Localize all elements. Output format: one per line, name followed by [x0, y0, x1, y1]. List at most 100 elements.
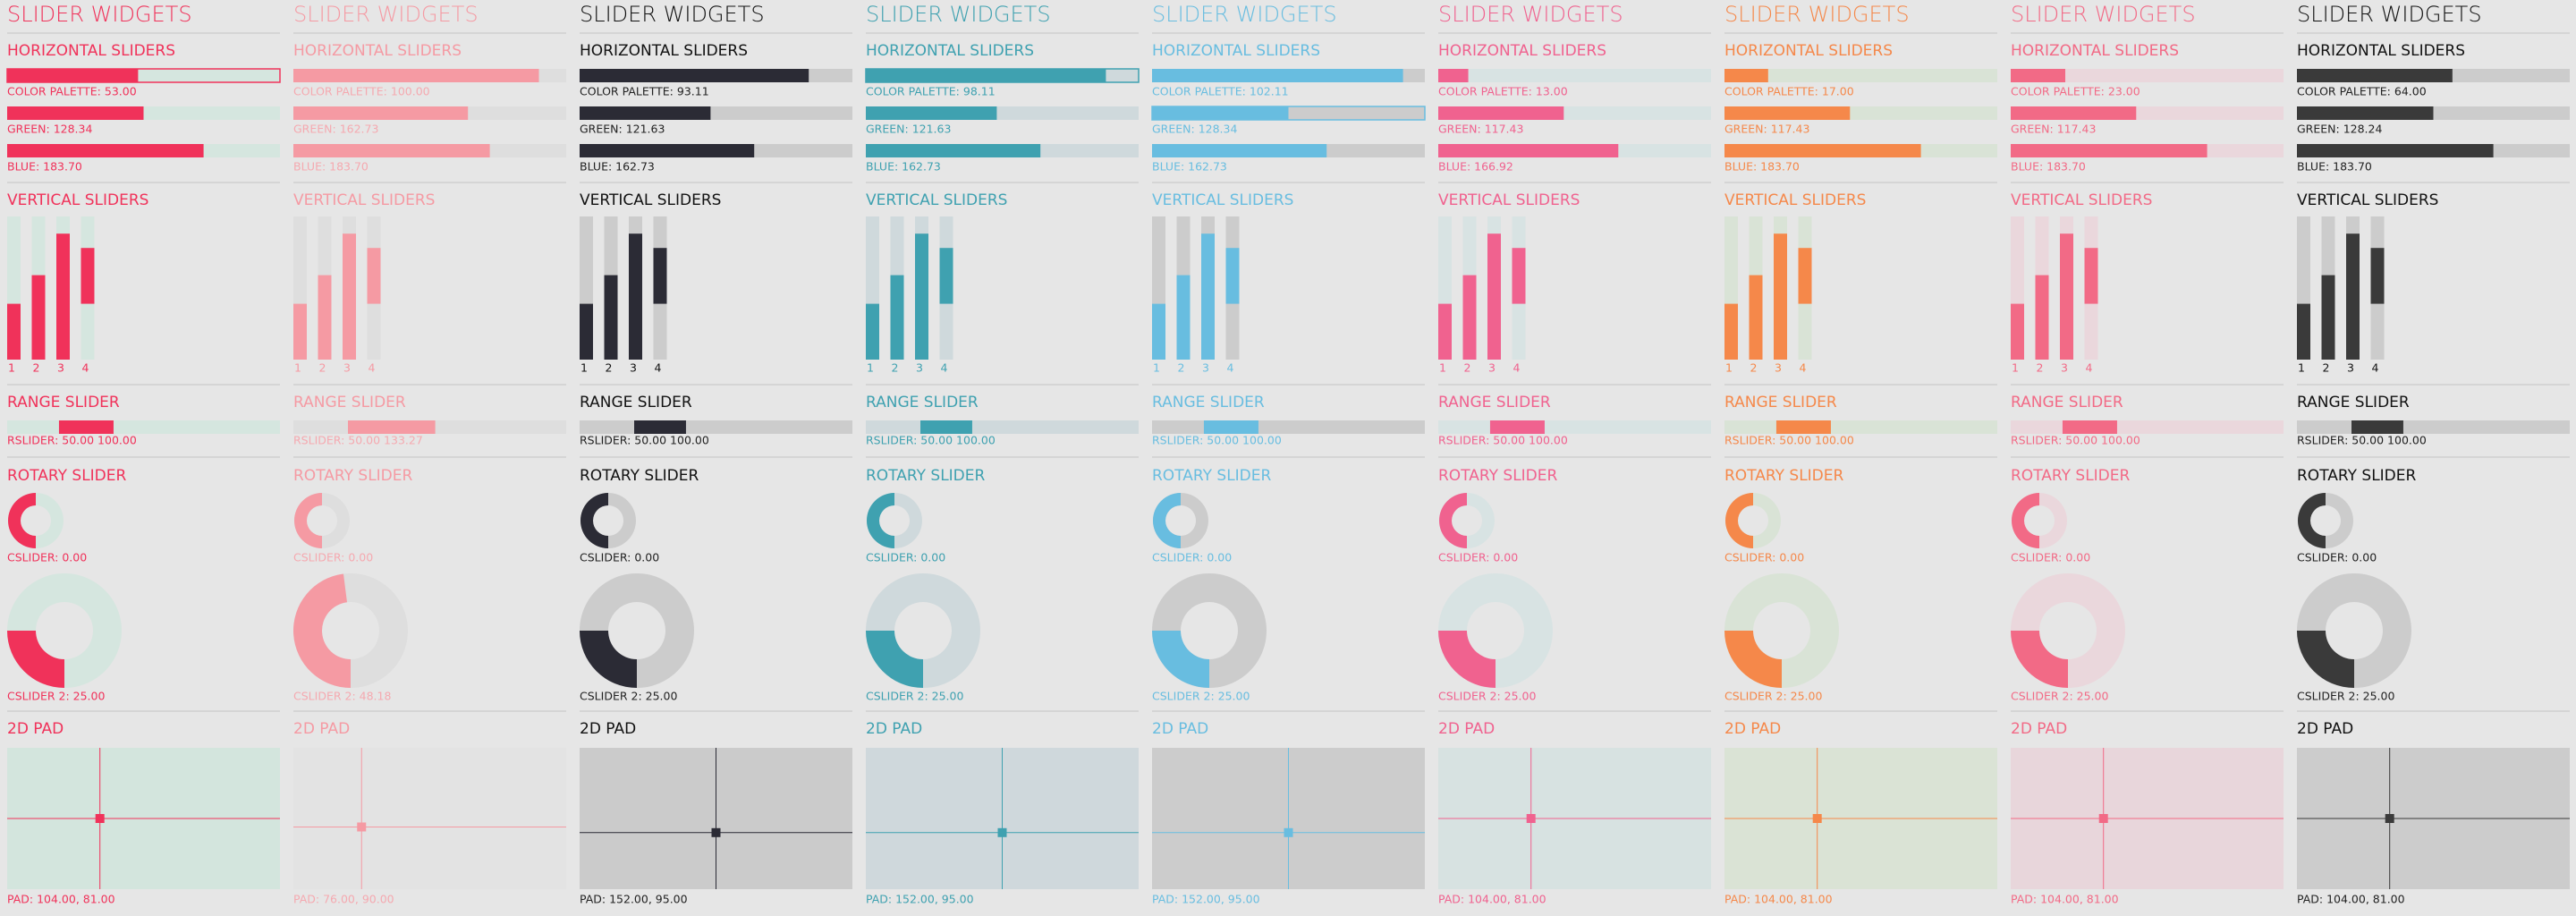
section-heading: 2D PAD	[580, 720, 636, 738]
vslider-fill	[1512, 248, 1526, 304]
pad-handle[interactable]	[1526, 814, 1536, 823]
range-track[interactable]	[1438, 420, 1711, 434]
rotary-fill	[866, 631, 923, 688]
pad-label: PAD: 104.00, 81.00	[2297, 893, 2405, 906]
vslider-label: 4	[2086, 361, 2093, 375]
slider-track[interactable]	[1724, 69, 1997, 82]
pad-handle[interactable]	[997, 827, 1007, 837]
vslider-fill	[1201, 233, 1215, 360]
slider-label: COLOR PALETTE: 53.00	[7, 85, 137, 98]
slider-fill	[2011, 106, 2137, 120]
title: SLIDER WIDGETS	[293, 2, 479, 27]
slider-fill	[866, 144, 1041, 157]
range-track[interactable]	[7, 420, 280, 434]
slider-label: GREEN: 117.43	[1724, 123, 1809, 136]
slider-label: GREEN: 121.63	[580, 123, 665, 136]
slider-label: GREEN: 162.73	[293, 123, 378, 136]
rotary-fill	[1439, 493, 1467, 548]
section-heading: ROTARY SLIDER	[1724, 467, 1844, 485]
slider-track[interactable]	[2011, 69, 2284, 82]
pad-label: PAD: 104.00, 81.00	[1724, 893, 1833, 906]
vslider-fill	[7, 303, 21, 360]
section-heading: RANGE SLIDER	[1438, 394, 1551, 411]
pad-label: PAD: 104.00, 81.00	[7, 893, 115, 906]
range-label: RSLIDER: 50.00 100.00	[2011, 434, 2140, 447]
pad-handle[interactable]	[95, 814, 105, 823]
vslider-fill	[318, 275, 332, 360]
section-heading: RANGE SLIDER	[7, 394, 120, 411]
slider-fill	[866, 69, 1106, 82]
slider-label: BLUE: 183.70	[2297, 160, 2372, 174]
title: SLIDER WIDGETS	[1152, 2, 1337, 27]
rotary-fill	[2012, 493, 2039, 548]
vslider-fill	[1176, 275, 1191, 360]
section-heading: VERTICAL SLIDERS	[1438, 191, 1580, 209]
slider-label: BLUE: 183.70	[7, 160, 82, 174]
vslider-label: 2	[892, 361, 899, 375]
range-label: RSLIDER: 50.00 100.00	[580, 434, 709, 447]
vslider-fill	[80, 248, 95, 304]
vslider-label: 2	[606, 361, 613, 375]
section-heading: ROTARY SLIDER	[293, 467, 413, 485]
rotary-label: CSLIDER 2: 25.00	[580, 690, 677, 703]
pad-handle[interactable]	[711, 827, 721, 837]
vslider-fill	[915, 233, 928, 360]
rotary-fill	[8, 493, 36, 548]
section-heading: 2D PAD	[293, 720, 350, 738]
slider-fill	[2297, 69, 2453, 82]
vslider-label: 4	[369, 361, 376, 375]
vslider-label: 3	[1202, 361, 1209, 375]
section-heading: RANGE SLIDER	[293, 394, 406, 411]
slider-fill	[7, 144, 204, 157]
range-track[interactable]	[866, 420, 1139, 434]
section-heading: HORIZONTAL SLIDERS	[1438, 42, 1606, 60]
vslider-label: 2	[1750, 361, 1758, 375]
vslider-label: 4	[655, 361, 662, 375]
range-track[interactable]	[1152, 420, 1425, 434]
section-heading: RANGE SLIDER	[866, 394, 979, 411]
pad-handle[interactable]	[357, 822, 367, 832]
rotary-fill	[1724, 631, 1782, 688]
title: SLIDER WIDGETS	[2011, 2, 2196, 27]
rotary-label: CSLIDER 2: 48.18	[293, 690, 391, 703]
vslider-fill	[56, 233, 70, 360]
pad-handle[interactable]	[2098, 814, 2108, 823]
pad-area[interactable]	[293, 748, 566, 889]
vslider-fill	[939, 248, 953, 304]
slider-fill	[7, 106, 144, 120]
vslider-fill	[1152, 303, 1165, 360]
pad-handle[interactable]	[1812, 814, 1822, 823]
rotary-fill	[292, 573, 351, 688]
section-heading: HORIZONTAL SLIDERS	[1724, 42, 1893, 60]
range-fill	[1203, 420, 1258, 434]
section-heading: ROTARY SLIDER	[1438, 467, 1558, 485]
section-heading: 2D PAD	[2011, 720, 2067, 738]
rotary-fill	[2011, 631, 2068, 688]
vslider-fill	[890, 275, 904, 360]
range-track[interactable]	[580, 420, 852, 434]
range-track[interactable]	[1724, 420, 1997, 434]
pad-handle[interactable]	[2385, 814, 2394, 823]
range-track[interactable]	[2297, 420, 2570, 434]
rotary-fill	[867, 493, 894, 548]
slider-label: GREEN: 117.43	[1438, 123, 1523, 136]
vslider-fill	[866, 303, 879, 360]
range-track[interactable]	[2011, 420, 2284, 434]
section-heading: VERTICAL SLIDERS	[1152, 191, 1293, 209]
section-heading: 2D PAD	[1724, 720, 1781, 738]
section-heading: RANGE SLIDER	[2011, 394, 2123, 411]
range-label: RSLIDER: 50.00 133.27	[293, 434, 423, 447]
slider-track[interactable]	[1438, 69, 1711, 82]
pad-handle[interactable]	[1284, 827, 1293, 837]
section-heading: RANGE SLIDER	[580, 394, 692, 411]
slider-fill	[2297, 144, 2494, 157]
pad-label: PAD: 104.00, 81.00	[2011, 893, 2119, 906]
rotary-fill	[1153, 493, 1181, 548]
vslider-fill	[1225, 248, 1240, 304]
section-heading: VERTICAL SLIDERS	[580, 191, 721, 209]
vslider-label: 3	[2347, 361, 2354, 375]
range-label: RSLIDER: 50.00 100.00	[866, 434, 996, 447]
rotary-label: CSLIDER: 0.00	[293, 551, 373, 564]
slider-label: GREEN: 128.34	[1152, 123, 1237, 136]
